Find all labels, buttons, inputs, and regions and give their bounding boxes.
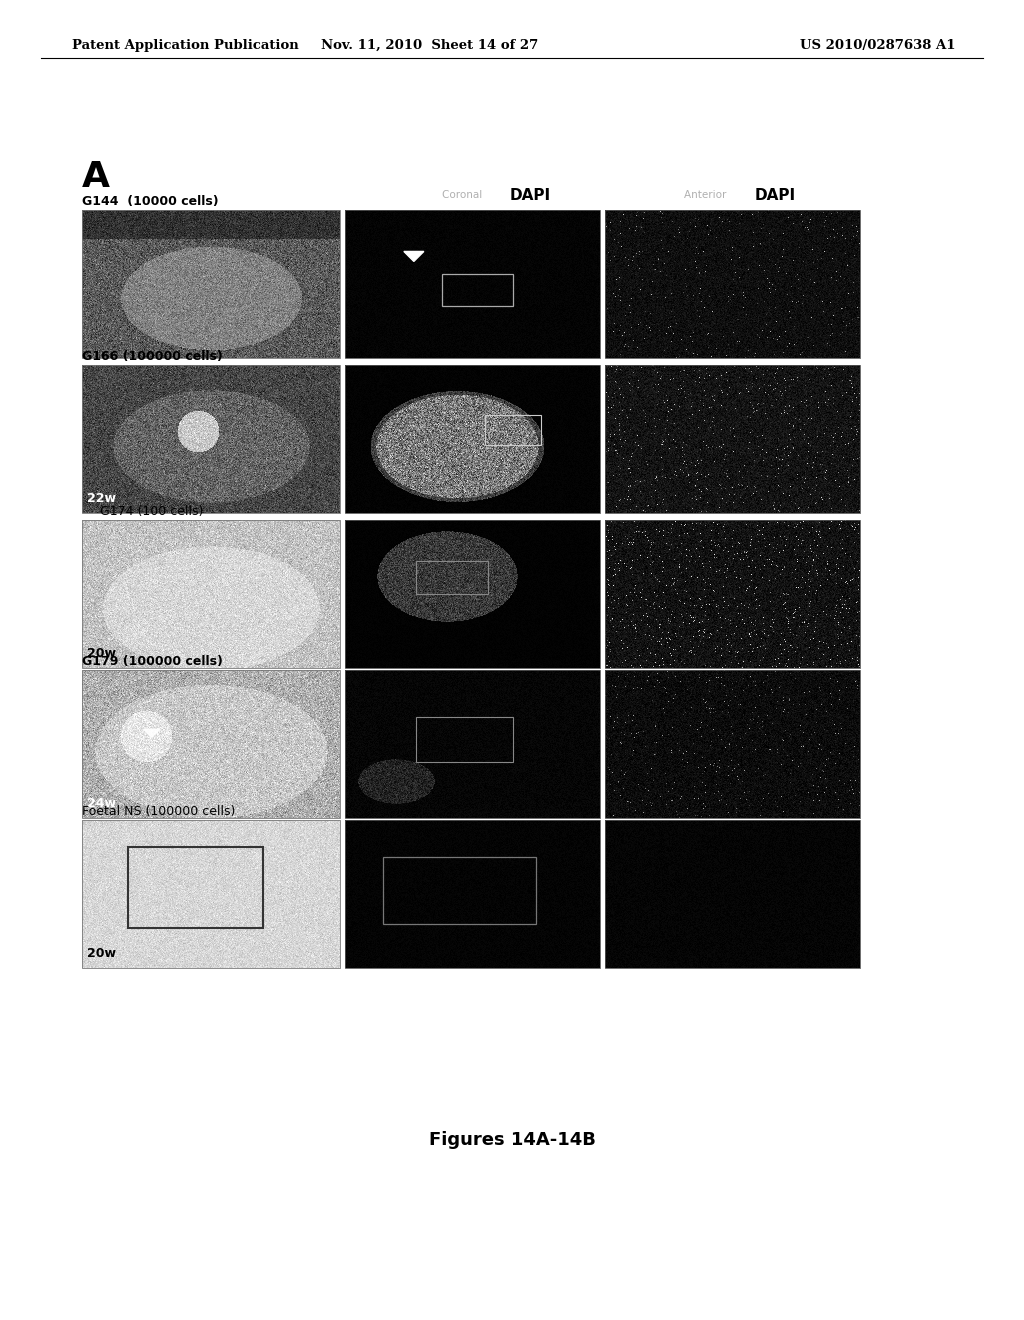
Bar bbox=[345, 210, 600, 358]
Text: DAPI: DAPI bbox=[510, 187, 551, 202]
Polygon shape bbox=[403, 251, 424, 261]
Bar bbox=[442, 273, 513, 306]
Bar bbox=[605, 520, 860, 668]
Bar bbox=[605, 820, 860, 968]
Text: G174 (100 cells): G174 (100 cells) bbox=[100, 506, 204, 517]
Bar bbox=[383, 857, 537, 924]
Bar bbox=[82, 820, 340, 968]
Text: US 2010/0287638 A1: US 2010/0287638 A1 bbox=[800, 38, 955, 51]
Text: A: A bbox=[82, 160, 110, 194]
Bar bbox=[345, 520, 600, 668]
Text: 24w: 24w bbox=[87, 797, 116, 810]
Bar bbox=[345, 671, 600, 818]
Text: Figures 14A-14B: Figures 14A-14B bbox=[429, 1131, 595, 1148]
Bar bbox=[417, 717, 513, 762]
Text: Nov. 11, 2010  Sheet 14 of 27: Nov. 11, 2010 Sheet 14 of 27 bbox=[322, 38, 539, 51]
Bar bbox=[82, 210, 340, 358]
Text: Coronal: Coronal bbox=[441, 190, 485, 201]
Text: G179 (100000 cells): G179 (100000 cells) bbox=[82, 655, 223, 668]
Text: Foetal NS (100000 cells): Foetal NS (100000 cells) bbox=[82, 805, 236, 818]
Bar bbox=[605, 366, 860, 513]
Text: Anterior: Anterior bbox=[684, 190, 730, 201]
Text: G144  (10000 cells): G144 (10000 cells) bbox=[82, 195, 219, 209]
Bar bbox=[82, 366, 340, 513]
Polygon shape bbox=[143, 729, 160, 737]
Text: DAPI: DAPI bbox=[755, 187, 796, 202]
Bar bbox=[82, 671, 340, 818]
Text: 22w: 22w bbox=[87, 492, 116, 506]
Bar bbox=[605, 210, 860, 358]
Text: G166 (100000 cells): G166 (100000 cells) bbox=[82, 350, 223, 363]
Bar bbox=[128, 846, 262, 928]
Bar bbox=[345, 366, 600, 513]
Bar bbox=[605, 671, 860, 818]
Bar bbox=[82, 520, 340, 668]
Bar bbox=[485, 416, 542, 445]
Text: Patent Application Publication: Patent Application Publication bbox=[72, 38, 299, 51]
Bar bbox=[417, 561, 487, 594]
Text: 20w: 20w bbox=[87, 647, 116, 660]
Text: 20w: 20w bbox=[87, 946, 116, 960]
Bar bbox=[345, 820, 600, 968]
